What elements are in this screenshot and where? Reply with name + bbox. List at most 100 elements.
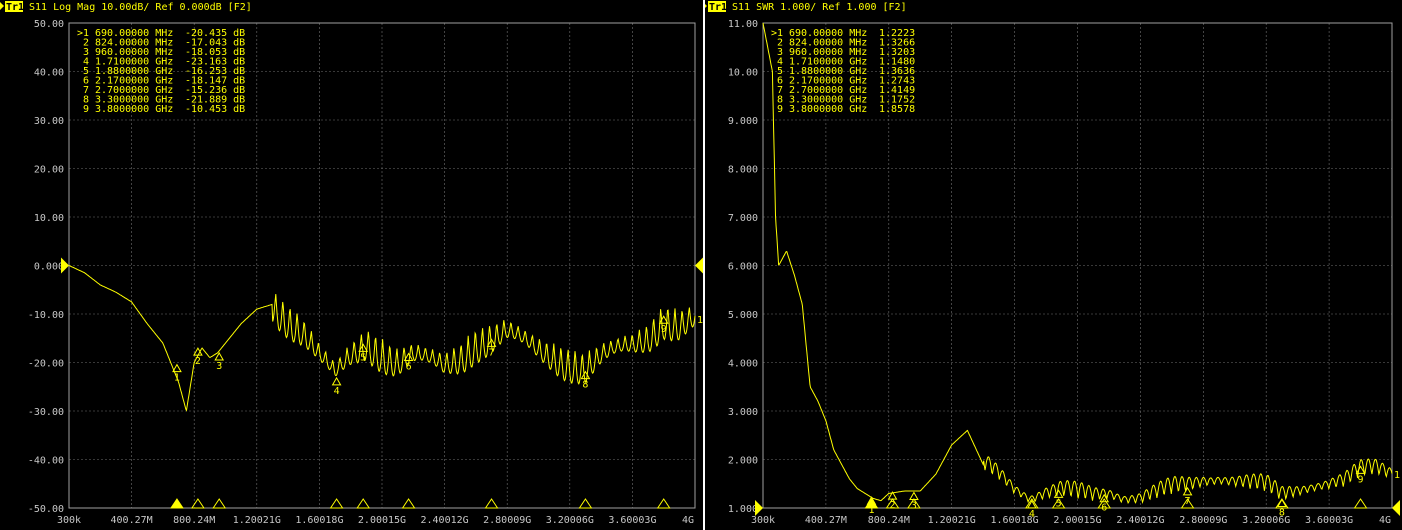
- marker-symbol: [1053, 489, 1064, 498]
- y-tick-label: 20.00: [34, 165, 64, 176]
- trace-badge-label: Tr1: [709, 2, 727, 13]
- marker-table-id: 3: [83, 47, 89, 58]
- marker-number: 8: [582, 380, 588, 391]
- marker-symbol: [1355, 465, 1366, 474]
- marker-symbol: [1099, 493, 1110, 503]
- marker-table-value: 1.1480: [879, 57, 915, 68]
- x-tick-label: 400.27M: [805, 515, 847, 526]
- marker-table-id: 8: [777, 95, 783, 106]
- marker-table-freq: 1.7100000 GHz: [95, 57, 173, 68]
- x-tick-label: 1.60018G: [295, 515, 343, 526]
- swr-chart-panel: Tr1 S11 SWR 1.000/ Ref 1.000 [F2] 11.00 10.…: [705, 0, 1402, 530]
- marker-number: 5: [1056, 498, 1062, 509]
- y-tick-label: -40.00: [28, 456, 64, 467]
- marker-table-freq: 2.7000000 GHz: [789, 85, 867, 96]
- marker-symbol: [1277, 498, 1287, 508]
- y-tick-label: 10.00: [34, 213, 64, 224]
- x-tick-label: 800.24M: [868, 515, 910, 526]
- x-tick-label: 1.20021G: [928, 515, 976, 526]
- x-tick-label: 300k: [751, 515, 775, 526]
- marker-stimulus-indicator: [864, 498, 879, 509]
- marker-stimulus-indicator: [190, 498, 205, 509]
- x-tick-label: 3.60003G: [608, 515, 656, 526]
- marker-stimulus-indicator: [401, 498, 416, 509]
- marker-table-id: 6: [777, 76, 783, 87]
- x-tick-label: 2.80009G: [1179, 515, 1227, 526]
- y-tick-label: 11.00: [728, 19, 758, 30]
- swr-chart: Tr1 S11 SWR 1.000/ Ref 1.000 [F2] 11.00 10.…: [705, 1, 1400, 526]
- marker-table-value: -10.453 dB: [185, 104, 245, 115]
- marker-table-value: -17.043 dB: [185, 38, 245, 49]
- marker-table-value: 1.4149: [879, 85, 915, 96]
- y-tick-label: 1.000: [728, 504, 758, 515]
- marker-table-freq: 960.00000 MHz: [789, 47, 867, 58]
- marker-stimulus-indicator: [1097, 498, 1112, 509]
- marker-table-id: 8: [83, 95, 89, 106]
- x-tick-label: 400.27M: [111, 515, 153, 526]
- marker-table-value: -15.236 dB: [185, 85, 245, 96]
- marker-table-freq: 1.7100000 GHz: [789, 57, 867, 68]
- marker-stimulus-indicator: [1180, 498, 1195, 509]
- marker-table-freq: 3.3000000 GHz: [95, 95, 173, 106]
- x-tick-label: 4G: [682, 515, 694, 526]
- marker-table-freq: 2.1700000 GHz: [95, 76, 173, 87]
- marker-table-id: 9: [777, 104, 783, 115]
- marker-stimulus-indicator: [578, 498, 593, 509]
- marker-table-freq: 3.3000000 GHz: [789, 95, 867, 106]
- y-tick-label: 0.000: [34, 262, 64, 273]
- marker-table-freq: 3.8000000 GHz: [789, 104, 867, 115]
- marker-stimulus-indicator: [329, 498, 344, 509]
- y-tick-label: 3.000: [728, 407, 758, 418]
- y-tick-label: 50.00: [34, 19, 64, 30]
- x-tick-label: 1.20021G: [233, 515, 281, 526]
- marker-table-freq: 690.00000 MHz: [95, 28, 173, 39]
- marker-table-freq: 824.00000 MHz: [95, 38, 173, 49]
- marker-number: 1: [868, 505, 874, 516]
- marker-symbol: [486, 338, 497, 347]
- y-tick-label: 7.000: [728, 213, 758, 224]
- marker-table-freq: 2.1700000 GHz: [789, 76, 867, 87]
- y-tick-label: 40.00: [34, 68, 64, 79]
- marker-symbol: [403, 352, 414, 362]
- marker-table-freq: 2.7000000 GHz: [95, 85, 173, 96]
- marker-symbol: [358, 343, 369, 352]
- marker-number: 4: [1029, 509, 1035, 520]
- marker-stimulus-indicator: [212, 498, 227, 509]
- y-tick-label: -10.00: [28, 310, 64, 321]
- marker-table-id: 2: [777, 38, 783, 49]
- chart-title: S11 SWR 1.000/ Ref 1.000 [F2]: [732, 2, 907, 13]
- y-tick-label: -20.00: [28, 359, 64, 370]
- log-mag-chart: Tr1 S11 Log Mag 10.00dB/ Ref 0.000dB [F2]…: [0, 1, 703, 526]
- trace-badge-label: Tr1: [6, 2, 24, 13]
- marker-symbol: [193, 347, 203, 356]
- marker-table-id: 6: [83, 76, 89, 87]
- x-tick-label: 2.00015G: [1053, 515, 1101, 526]
- marker-table-freq: 1.8800000 GHz: [789, 66, 867, 77]
- marker-table-id: 2: [83, 38, 89, 49]
- x-tick-label: 800.24M: [173, 515, 215, 526]
- marker-number: 1: [174, 373, 180, 384]
- marker-stimulus-indicator: [1024, 498, 1039, 509]
- marker-table-id: >1: [771, 28, 783, 39]
- marker-number: 3: [216, 361, 222, 372]
- marker-table-value: 1.2223: [879, 28, 915, 39]
- marker-table-freq: 824.00000 MHz: [789, 38, 867, 49]
- marker-symbol: [331, 376, 342, 386]
- marker-table-id: 4: [83, 57, 89, 68]
- y-tick-label: 4.000: [728, 359, 758, 370]
- marker-table-id: 4: [777, 57, 783, 68]
- trace-end-label: 1: [1394, 470, 1400, 481]
- x-tick-label: 2.40012G: [421, 515, 469, 526]
- marker-number: 5: [360, 352, 366, 363]
- marker-table-freq: 1.8800000 GHz: [95, 66, 173, 77]
- x-tick-label: 300k: [57, 515, 81, 526]
- plot-frame: [762, 22, 1393, 509]
- marker-table-value: 1.3636: [879, 66, 915, 77]
- chart-title: S11 Log Mag 10.00dB/ Ref 0.000dB [F2]: [29, 2, 252, 13]
- marker-table-value: -18.147 dB: [185, 76, 245, 87]
- y-tick-label: 10.00: [728, 68, 758, 79]
- marker-stimulus-indicator: [656, 498, 671, 509]
- marker-symbol: [172, 363, 182, 373]
- log-mag-chart-panel: Tr1 S11 Log Mag 10.00dB/ Ref 0.000dB [F2]…: [0, 0, 703, 530]
- marker-table-freq: 690.00000 MHz: [789, 28, 867, 39]
